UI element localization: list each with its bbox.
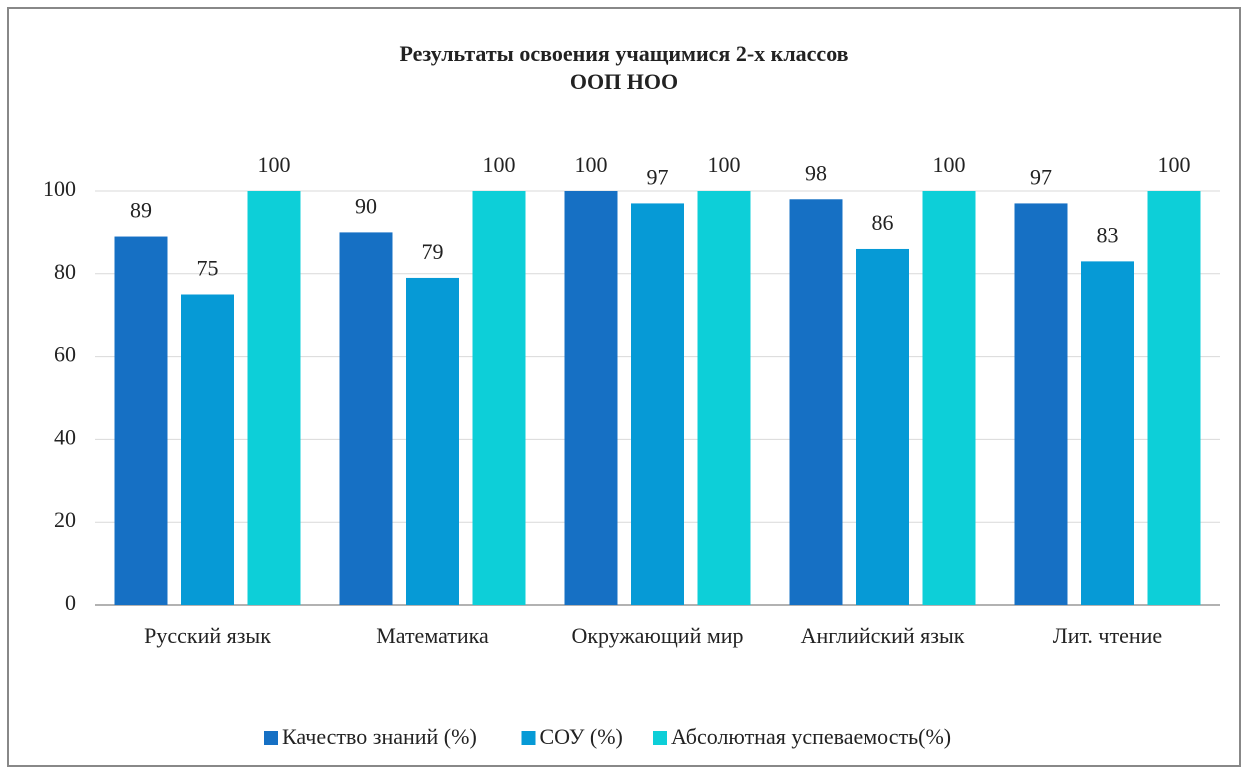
bar	[247, 191, 301, 605]
bar	[789, 199, 843, 605]
y-tick-label: 60	[54, 342, 76, 367]
y-tick-label: 100	[43, 176, 76, 201]
bar	[339, 232, 393, 605]
data-label: 79	[422, 239, 444, 264]
bar	[1081, 261, 1134, 605]
data-label: 75	[197, 256, 219, 281]
y-tick-label: 80	[54, 259, 76, 284]
data-label: 97	[1030, 164, 1052, 189]
data-label: 89	[130, 198, 152, 223]
bar	[631, 203, 684, 606]
y-tick-label: 0	[65, 590, 76, 615]
data-label: 86	[872, 210, 894, 235]
bar	[564, 191, 618, 605]
data-label: 100	[1158, 152, 1191, 177]
legend-label: СОУ (%)	[540, 724, 623, 749]
bar	[856, 248, 909, 605]
data-label: 100	[575, 152, 608, 177]
x-tick-label: Математика	[376, 623, 489, 648]
data-label: 98	[805, 160, 827, 185]
data-label: 100	[708, 152, 741, 177]
y-tick-label: 20	[54, 507, 76, 532]
chart-title: ООП НОО	[570, 69, 678, 94]
data-label: 83	[1097, 222, 1119, 247]
x-tick-label: Лит. чтение	[1052, 623, 1163, 648]
legend-label: Абсолютная успеваемость(%)	[671, 724, 951, 749]
legend-label: Качество знаний (%)	[282, 724, 477, 749]
bar	[472, 191, 526, 605]
bar	[406, 277, 459, 605]
data-label: 97	[647, 164, 669, 189]
bar	[181, 294, 234, 605]
x-tick-label: Окружающий мир	[571, 623, 744, 648]
legend-swatch	[521, 731, 536, 745]
bar	[114, 236, 168, 606]
chart-title: Результаты освоения учащимися 2-х классо…	[399, 41, 848, 66]
bar	[1147, 191, 1201, 605]
data-label: 90	[355, 193, 377, 218]
data-label: 100	[483, 152, 516, 177]
bar	[922, 191, 976, 605]
data-label: 100	[258, 152, 291, 177]
x-tick-label: Русский язык	[144, 623, 271, 648]
x-tick-label: Английский язык	[800, 623, 965, 648]
data-label: 100	[933, 152, 966, 177]
bar	[1014, 203, 1068, 606]
legend-swatch	[264, 731, 278, 745]
legend-swatch	[653, 731, 667, 745]
y-tick-label: 40	[54, 424, 76, 449]
bar	[697, 191, 751, 605]
